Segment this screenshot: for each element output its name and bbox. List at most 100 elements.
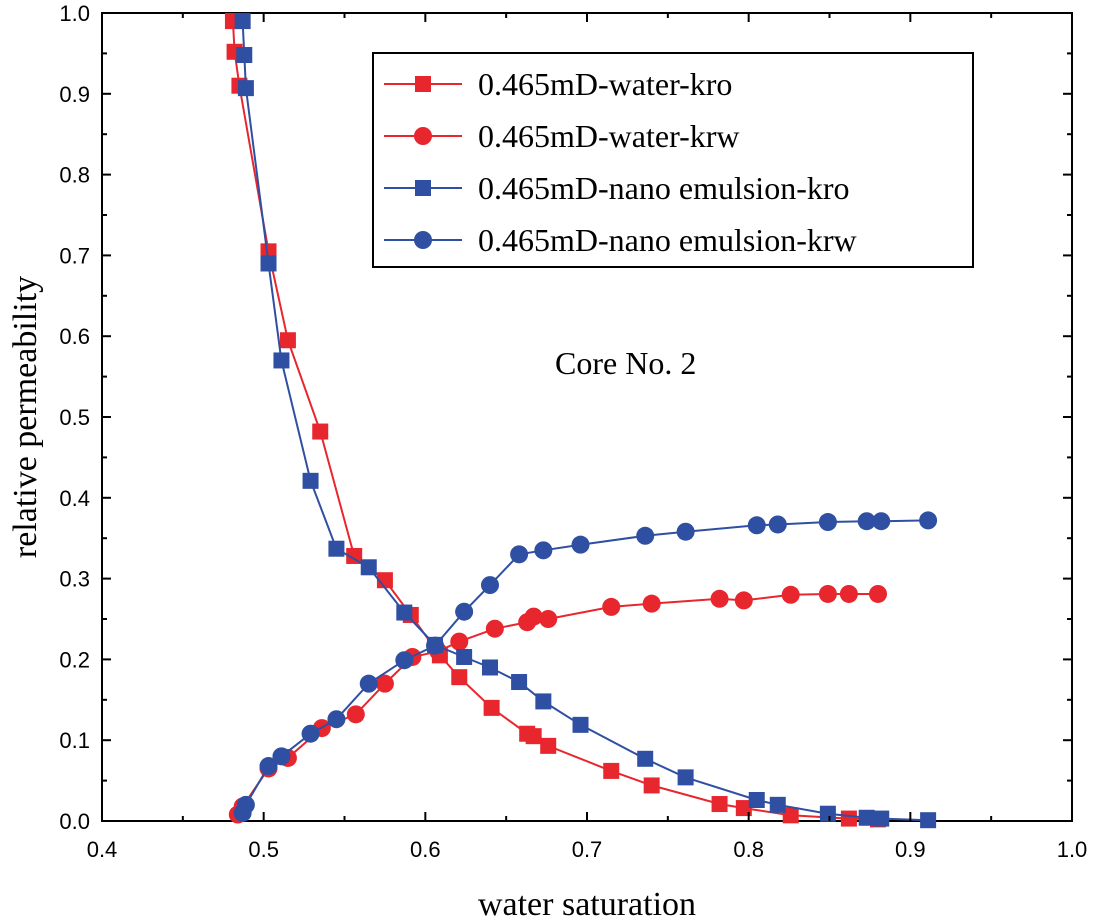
x-tick-label: 0.4 [87,837,118,862]
x-tick-label: 0.8 [733,837,764,862]
data-point [312,423,329,440]
y-tick-label: 0.8 [59,163,90,188]
data-point [677,769,694,786]
data-point [450,632,469,651]
data-point [328,540,345,557]
plot-area: 0.4 0.5 0.6 0.7 0.8 0.9 1.0 0.0 0.1 0.2 0.3 0.4 0.5… [59,1,1087,862]
data-point [237,80,254,97]
data-point [396,604,413,621]
legend-label: 0.465mD-water-krw [478,118,740,154]
series-4 [233,511,938,822]
data-point [260,243,277,260]
data-point [272,747,291,766]
y-tick-label: 0.5 [59,405,90,430]
y-axis-title: relative permeability [7,276,44,558]
data-point [602,597,621,616]
data-point [485,619,504,638]
y-tick-label: 0.1 [59,728,90,753]
x-tick-label: 0.9 [895,837,926,862]
data-point [869,584,887,603]
legend-item-1: 0.465mD-water-kro [384,66,732,102]
data-point [534,541,553,560]
data-point [456,648,473,665]
data-point [346,547,363,564]
data-point [734,591,753,610]
data-point [359,674,378,693]
series-layer [224,13,938,829]
legend-item-3: 0.465mD-nano emulsion-kro [384,170,850,206]
y-tick-label: 0.2 [59,647,90,672]
legend-marker [415,180,431,196]
data-point [524,607,543,626]
y-axis-ticks: 0.0 0.1 0.2 0.3 0.4 0.5 0.6 0.7 0.8 0.9 1.0 [59,1,1072,834]
data-point [782,807,799,824]
data-point [603,762,620,779]
data-point [781,585,800,604]
y-tick-label: 0.9 [59,82,90,107]
data-point [302,472,319,489]
data-point [747,516,766,535]
legend-marker [414,231,432,249]
data-point [481,576,499,595]
data-point [395,651,414,670]
data-point [858,809,875,826]
legend-label: 0.465mD-nano emulsion-kro [478,170,850,206]
data-point [636,526,655,545]
data-point [234,13,251,30]
data-point [346,705,365,724]
series-3 [234,13,937,829]
data-point [637,750,654,767]
legend-label: 0.465mD-water-kro [478,66,732,102]
data-point [375,674,394,693]
x-axis-title: water saturation [478,886,696,920]
y-tick-label: 0.3 [59,567,90,592]
data-point [535,693,552,710]
data-point [676,522,695,541]
series-line [236,593,878,816]
x-tick-label: 0.5 [248,837,279,862]
data-point [259,757,278,776]
data-point [273,352,290,369]
data-point [857,512,876,531]
legend-marker [415,76,431,92]
legend-item-2: 0.465mD-water-krw [384,118,740,154]
data-point [919,511,938,530]
data-point [236,47,253,64]
data-point [511,674,528,691]
y-tick-label: 0.4 [59,486,90,511]
x-axis-ticks: 0.4 0.5 0.6 0.7 0.8 0.9 1.0 [87,13,1088,862]
y-tick-label: 1.0 [59,1,90,26]
data-point [525,728,542,745]
y-tick-label: 0.7 [59,243,90,268]
data-point [327,710,346,729]
series-line [231,21,879,821]
data-point [540,737,557,754]
data-point [572,716,589,733]
data-point [451,669,468,686]
data-point [748,791,765,808]
data-point [260,255,277,272]
y-tick-label: 0.6 [59,324,90,349]
data-point [301,724,320,743]
x-tick-label: 1.0 [1057,837,1088,862]
legend-box [372,52,974,268]
data-point [769,796,786,813]
data-point [360,559,377,576]
data-point [920,812,937,829]
data-point [455,602,474,621]
data-point [768,515,787,534]
series-2 [228,584,887,824]
data-point [483,699,500,716]
legend-item-4: 0.465mD-nano emulsion-krw [384,222,857,258]
x-tick-label: 0.6 [410,837,441,862]
data-point [840,810,857,827]
data-point [818,513,837,532]
data-point [539,610,558,628]
x-tick-label: 0.7 [572,837,603,862]
data-point [872,512,891,531]
data-point [643,777,660,794]
data-point [236,795,255,814]
data-point [710,589,729,608]
data-point [711,796,728,813]
core-annotation: Core No. 2 [555,345,696,381]
